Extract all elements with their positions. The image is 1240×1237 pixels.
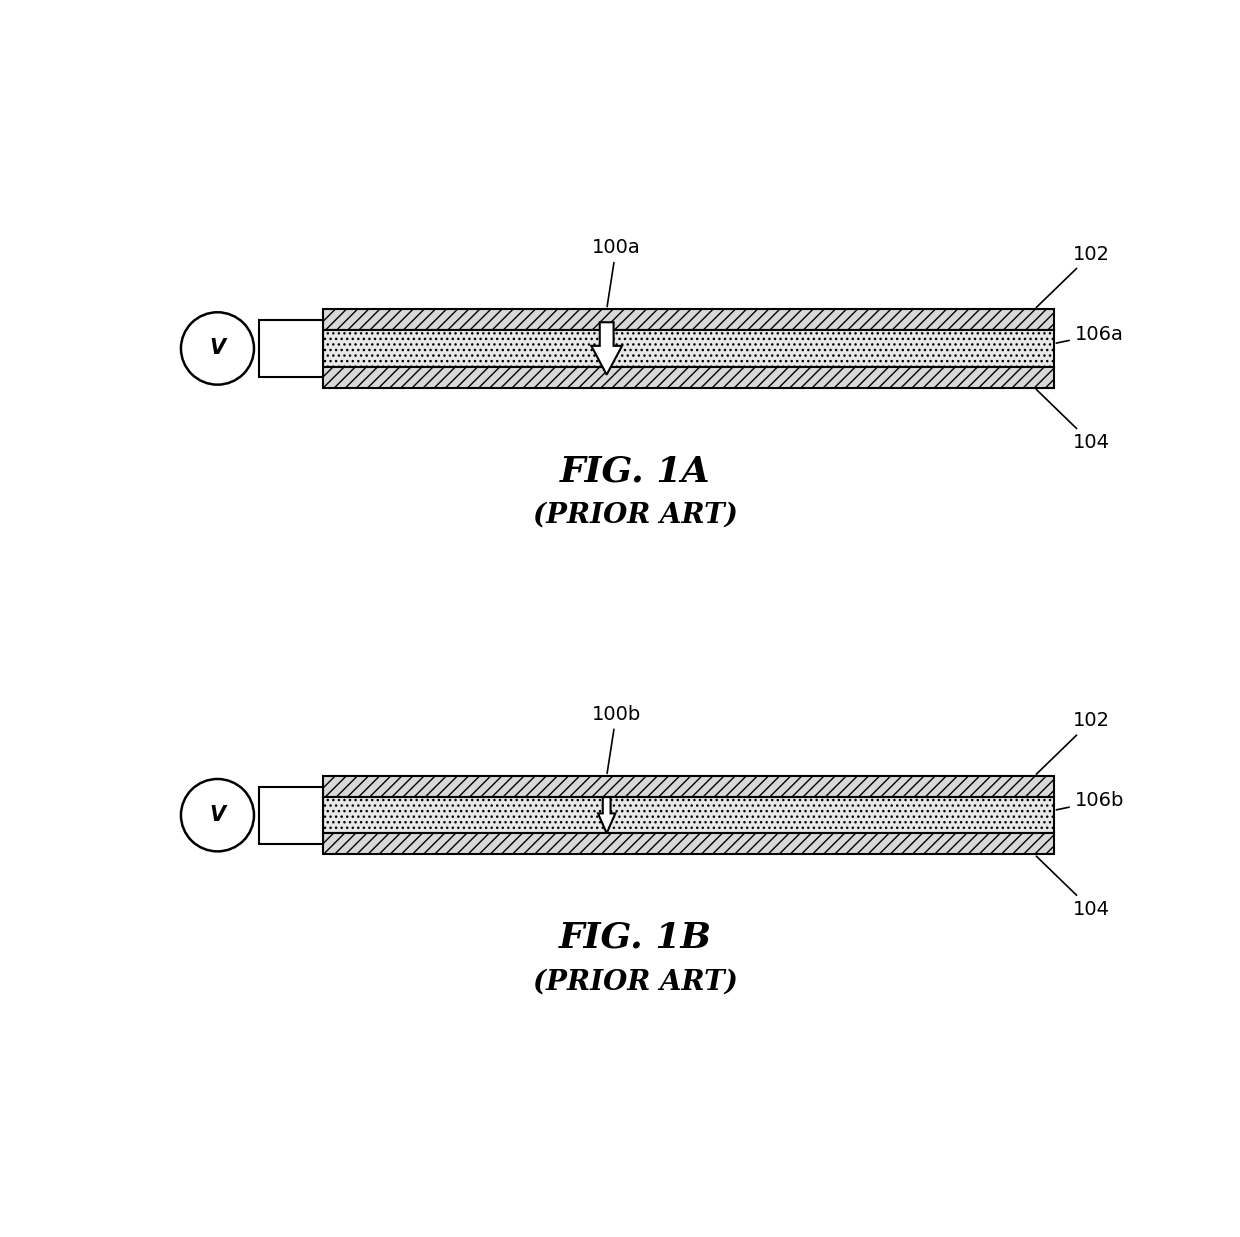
Text: FIG. 1A: FIG. 1A — [560, 454, 711, 489]
Bar — [324, 309, 1054, 330]
Bar — [324, 776, 1054, 797]
Polygon shape — [598, 797, 615, 834]
Text: V: V — [210, 339, 226, 359]
Text: 104: 104 — [1037, 390, 1110, 453]
Text: 102: 102 — [1037, 245, 1110, 308]
Text: 100b: 100b — [591, 705, 641, 773]
Bar — [324, 330, 1054, 366]
Text: FIG. 1B: FIG. 1B — [559, 920, 712, 955]
Text: 106a: 106a — [1056, 324, 1123, 344]
Bar — [259, 787, 324, 844]
Text: 104: 104 — [1037, 856, 1110, 919]
Text: 106b: 106b — [1056, 792, 1123, 810]
Bar — [259, 320, 324, 377]
Polygon shape — [591, 323, 622, 375]
Circle shape — [181, 312, 254, 385]
Text: (PRIOR ART): (PRIOR ART) — [533, 969, 738, 996]
Bar — [324, 834, 1054, 855]
Circle shape — [181, 779, 254, 851]
Text: V: V — [210, 805, 226, 825]
Text: 102: 102 — [1037, 711, 1110, 774]
Text: (PRIOR ART): (PRIOR ART) — [533, 502, 738, 528]
Bar — [324, 797, 1054, 834]
Bar — [324, 366, 1054, 387]
Text: 100a: 100a — [591, 238, 641, 307]
